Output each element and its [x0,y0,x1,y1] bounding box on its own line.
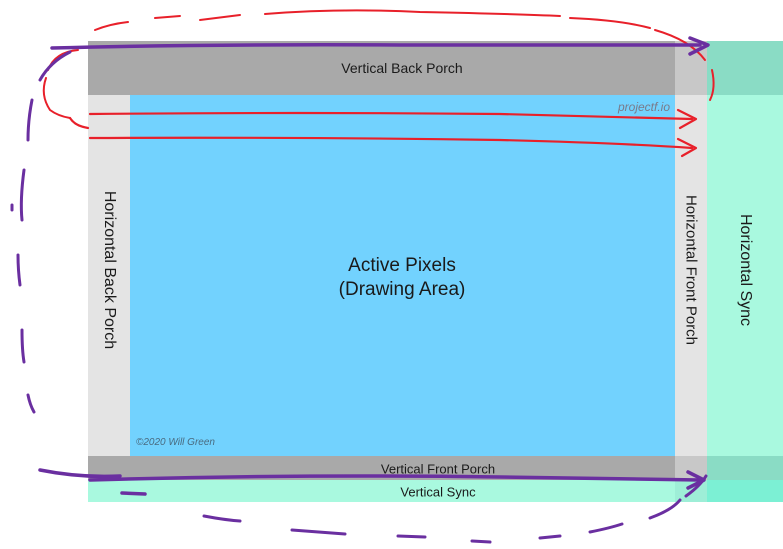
copyright-label: ©2020 Will Green [136,437,215,448]
active-pixels-label: Active Pixels (Drawing Area) [339,254,466,302]
vertical-back-porch-label: Vertical Back Porch [341,60,463,76]
active-pixels-title: Active Pixels [348,255,456,276]
vertical-sync-right-corner [675,480,707,502]
horizontal-sync-label: Horizontal Sync [737,213,754,327]
vertical-back-porch-right-corner [675,41,707,95]
hsync-front-porch-corner [707,456,783,480]
vsync-hsync-corner [707,480,783,502]
vertical-sync-region [130,480,675,502]
horizontal-front-porch-label: Horizontal Front Porch [682,194,700,346]
vertical-front-porch-label: Vertical Front Porch [380,461,496,477]
vertical-sync-left-corner [88,480,130,502]
vertical-back-porch-region [130,41,675,95]
horizontal-sync-region [707,95,783,456]
vertical-sync-label: Vertical Sync [400,484,476,500]
purple-dashed-return [10,50,72,414]
vertical-back-porch-left-corner [88,41,130,95]
hsync-top-corner [707,41,783,95]
horizontal-back-porch-label: Horizontal Back Porch [101,190,118,350]
active-pixels-region [130,95,675,456]
vertical-front-porch-right-corner [675,456,707,480]
watermark-label: projectf.io [617,100,670,114]
active-pixels-subtitle: (Drawing Area) [338,279,466,300]
horizontal-back-porch-region [88,95,130,456]
vertical-front-porch-left-corner [88,456,130,480]
